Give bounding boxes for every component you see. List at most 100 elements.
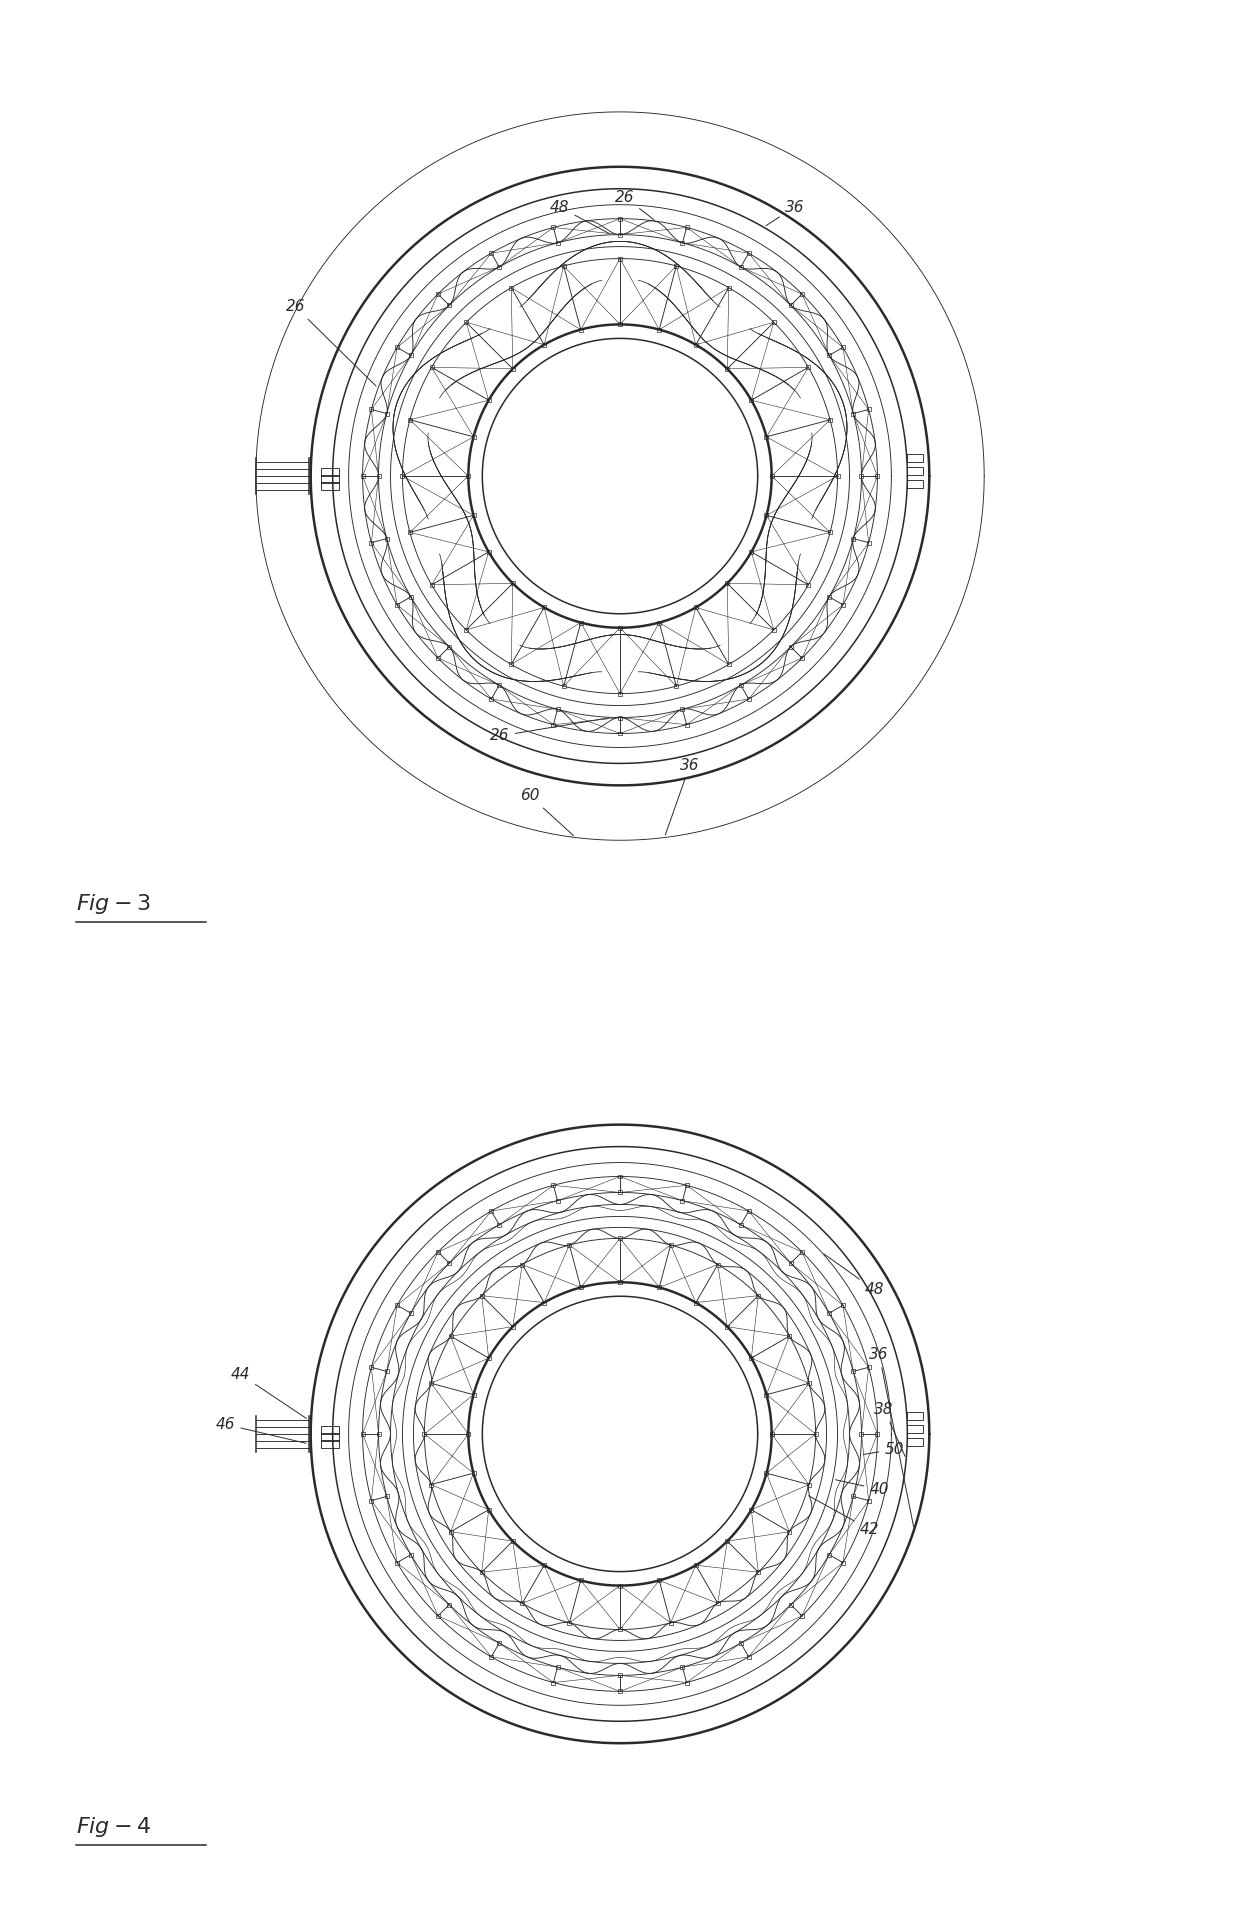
Bar — [765, 435, 769, 439]
Bar — [828, 531, 832, 535]
Bar — [471, 435, 475, 439]
Bar — [370, 1366, 373, 1369]
Bar — [746, 250, 750, 256]
Bar — [725, 367, 729, 371]
Bar — [321, 1427, 339, 1434]
Bar — [562, 264, 565, 267]
Bar — [511, 1326, 515, 1329]
Bar — [486, 550, 491, 554]
Bar — [684, 1184, 688, 1188]
Bar — [851, 1494, 856, 1499]
Bar — [746, 697, 750, 701]
Bar — [749, 399, 754, 403]
Text: 42: 42 — [808, 1496, 879, 1538]
Bar — [657, 621, 661, 625]
Bar — [859, 1432, 863, 1436]
Bar — [480, 1293, 484, 1297]
Bar — [408, 531, 412, 535]
Text: 48: 48 — [823, 1255, 884, 1297]
Bar — [675, 684, 678, 688]
Bar — [827, 1553, 831, 1557]
Bar — [787, 1530, 791, 1534]
Bar — [448, 304, 451, 308]
Bar — [875, 1432, 879, 1436]
Bar — [480, 1570, 484, 1574]
Bar — [618, 732, 622, 735]
Text: 38: 38 — [874, 1402, 905, 1457]
Bar — [486, 1507, 491, 1511]
Bar — [668, 1622, 672, 1625]
Bar — [739, 1222, 743, 1226]
Bar — [908, 455, 924, 462]
Bar — [800, 292, 804, 296]
Bar — [321, 1440, 339, 1448]
Bar — [429, 365, 434, 369]
Bar — [510, 663, 513, 667]
Bar — [684, 225, 688, 229]
Bar — [429, 1381, 433, 1385]
Bar — [908, 1425, 924, 1432]
Bar — [806, 583, 811, 586]
Bar — [789, 646, 792, 649]
Bar — [579, 621, 583, 625]
Bar — [681, 1199, 684, 1203]
Bar — [429, 1482, 433, 1486]
Bar — [396, 1560, 399, 1564]
Bar — [466, 1432, 470, 1436]
Bar — [657, 1285, 661, 1289]
Bar — [841, 604, 844, 607]
Bar — [841, 346, 844, 350]
Bar — [827, 1310, 831, 1316]
Bar — [694, 1301, 698, 1305]
Bar — [429, 583, 434, 586]
Bar — [552, 722, 556, 726]
Bar — [836, 474, 839, 478]
Bar — [727, 286, 730, 290]
Bar — [377, 474, 381, 478]
Bar — [521, 1263, 525, 1266]
Bar — [618, 626, 622, 630]
Text: 40: 40 — [836, 1480, 889, 1497]
Bar — [756, 1570, 760, 1574]
Bar — [466, 474, 470, 478]
Bar — [800, 657, 804, 661]
Bar — [370, 541, 373, 544]
Bar — [490, 1209, 494, 1213]
Bar — [464, 628, 469, 632]
Bar — [807, 1482, 811, 1486]
Bar — [497, 265, 501, 269]
Bar — [471, 1392, 475, 1396]
Bar — [684, 1681, 688, 1685]
Bar — [321, 468, 339, 476]
Bar — [908, 1411, 924, 1419]
Text: 36: 36 — [666, 758, 699, 835]
Bar — [556, 1666, 559, 1669]
Bar — [657, 329, 661, 332]
Bar — [556, 707, 559, 711]
Bar — [771, 628, 776, 632]
Bar — [765, 1392, 769, 1396]
Bar — [908, 1438, 924, 1446]
Bar — [409, 594, 413, 600]
Bar — [841, 1303, 844, 1306]
Text: 36: 36 — [766, 201, 804, 225]
Bar — [542, 1562, 546, 1568]
Text: 60: 60 — [521, 789, 574, 837]
Bar — [739, 684, 743, 688]
Bar — [361, 1432, 365, 1436]
Bar — [384, 1494, 389, 1499]
Bar — [618, 1673, 622, 1677]
Bar — [579, 1578, 583, 1581]
Bar — [770, 1432, 774, 1436]
Bar — [562, 684, 565, 688]
Bar — [556, 1199, 559, 1203]
Bar — [436, 657, 440, 661]
Bar — [511, 581, 515, 584]
Bar — [657, 1578, 661, 1581]
Bar — [746, 1654, 750, 1660]
Bar — [568, 1622, 572, 1625]
Bar — [370, 407, 373, 411]
Bar — [409, 353, 413, 357]
Bar — [556, 241, 559, 244]
Bar — [396, 604, 399, 607]
